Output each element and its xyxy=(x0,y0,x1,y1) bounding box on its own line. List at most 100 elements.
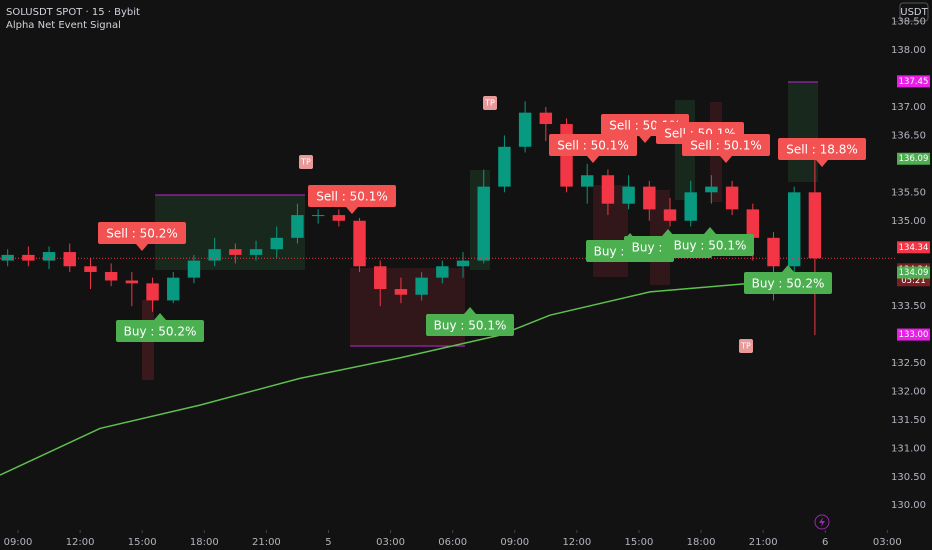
signal: Sell : 50.1% xyxy=(549,134,637,163)
y-tick-label: 132.50 xyxy=(891,358,926,369)
signal: Sell : 50.1% xyxy=(308,185,396,214)
candle-body xyxy=(270,237,283,250)
signal-box xyxy=(682,134,770,156)
candle-body xyxy=(705,186,718,193)
candle-body xyxy=(622,186,635,204)
y-tick-label: 138.00 xyxy=(891,45,926,56)
countdown: 05:21 xyxy=(901,276,926,286)
candle-body xyxy=(767,237,780,267)
candle-body xyxy=(498,146,511,187)
x-tick-label: 06:00 xyxy=(438,537,467,548)
replay-icon[interactable] xyxy=(814,514,830,530)
signal-pointer xyxy=(639,136,651,143)
price-tag-label: 136.09 xyxy=(899,154,929,164)
signal-box xyxy=(549,134,637,156)
signal-pointer xyxy=(704,227,716,234)
tp-badge xyxy=(739,339,753,353)
price-tag-label: 134.34 xyxy=(899,243,929,253)
price-tag xyxy=(897,75,930,88)
signal-box xyxy=(116,320,204,342)
signal-label: Buy : 50.2% xyxy=(124,325,197,339)
replay-icon-bolt xyxy=(819,517,825,527)
price-tag xyxy=(897,241,930,254)
indicator-name: Alpha Net Event Signal xyxy=(6,20,121,31)
candle-body xyxy=(456,260,470,267)
signal-box xyxy=(308,185,396,207)
signal-pointer xyxy=(587,156,599,163)
candle-body xyxy=(104,271,118,281)
candle-body xyxy=(601,175,615,204)
candle-body xyxy=(581,175,594,187)
x-tick-label: 6 xyxy=(822,537,828,548)
x-tick-label: 12:00 xyxy=(562,537,591,548)
y-tick-label: 135.50 xyxy=(891,187,926,198)
y-tick-label: 131.50 xyxy=(891,415,926,426)
y-tick-label: 130.00 xyxy=(891,500,926,511)
candle-body xyxy=(291,215,304,238)
signal: Buy : 50.2% xyxy=(744,265,832,294)
chart-title: SOLUSDT SPOT · 15 · Bybit xyxy=(6,7,140,18)
candle-body xyxy=(725,186,739,210)
candle-body xyxy=(477,186,490,261)
candle-body xyxy=(125,280,139,284)
signal: Buy : 50.1% xyxy=(666,227,754,256)
signal-box xyxy=(426,314,514,336)
x-tick-label: 21:00 xyxy=(749,537,778,548)
signal-pointer xyxy=(154,313,166,320)
signal: Buy : 50.1% xyxy=(426,307,514,336)
candle-body xyxy=(394,289,408,295)
price-tag-label: 137.45 xyxy=(899,77,929,87)
y-tick-label: 135.00 xyxy=(891,216,926,227)
signal: Buy : 50.2% xyxy=(116,313,204,342)
candle-body xyxy=(684,192,697,221)
currency-label: USDT xyxy=(900,7,928,18)
signal-box xyxy=(744,272,832,294)
tp-label: TP xyxy=(484,99,495,108)
signal-pointer xyxy=(782,265,794,272)
signal: TP xyxy=(483,96,497,110)
candle-body xyxy=(332,215,346,221)
candle-body xyxy=(539,112,553,125)
candle-body xyxy=(518,112,532,147)
tp-label: TP xyxy=(740,342,751,351)
candle-body xyxy=(374,266,387,290)
moving-average xyxy=(0,282,750,476)
price-tag xyxy=(897,328,930,341)
candle-body xyxy=(808,192,822,259)
signal-pointer xyxy=(136,244,148,251)
y-tick-label: 131.00 xyxy=(891,443,926,454)
tp-badge xyxy=(483,96,497,110)
signal: TP xyxy=(299,155,313,169)
tp-badge xyxy=(299,155,313,169)
signal-label: Sell : 50.1% xyxy=(316,190,387,204)
zone xyxy=(788,82,818,182)
signal-pointer xyxy=(464,307,476,314)
candle-body xyxy=(208,249,221,261)
signal-label: Buy : 50.2% xyxy=(752,277,825,291)
x-tick-label: 15:00 xyxy=(128,537,157,548)
y-tick-label: 138.50 xyxy=(891,17,926,28)
candle-body xyxy=(84,266,97,272)
candle-body xyxy=(167,277,180,301)
x-tick-label: 5 xyxy=(325,537,331,548)
currency-button[interactable] xyxy=(899,2,929,22)
candle-body xyxy=(787,192,801,267)
candle-body xyxy=(746,209,760,238)
signal-label: Sell : 18.8% xyxy=(786,143,857,157)
price-tag-label: 133.00 xyxy=(899,330,929,340)
candle-body xyxy=(663,209,677,221)
candle-body xyxy=(22,254,35,261)
candle-body xyxy=(311,215,325,217)
candle-body xyxy=(415,277,428,295)
signal: Sell : 18.8% xyxy=(778,138,866,167)
candle-body xyxy=(146,283,159,301)
candle-body xyxy=(42,252,56,261)
y-tick-label: 132.00 xyxy=(891,386,926,397)
signal-box xyxy=(666,234,754,256)
signal-label: Sell : 50.1% xyxy=(557,139,628,153)
y-tick-label: 136.50 xyxy=(891,130,926,141)
signal: Sell : 50.1% xyxy=(682,134,770,163)
candle-body xyxy=(643,186,656,210)
signal-pointer xyxy=(816,160,828,167)
